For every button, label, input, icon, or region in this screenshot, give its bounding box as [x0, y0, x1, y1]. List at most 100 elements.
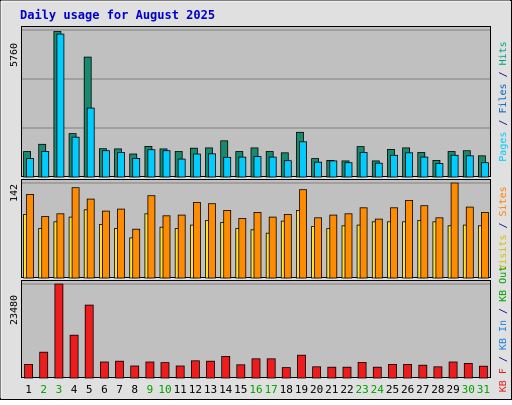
axis-label-part: KB In — [498, 320, 509, 350]
bar-files-day-10 — [162, 150, 171, 178]
bar-sites-day-23 — [359, 207, 368, 279]
bar-kb-f-day-18 — [281, 367, 291, 379]
chart-title: Daily usage for August 2025 — [20, 8, 215, 22]
bar-sites-day-25 — [390, 207, 398, 279]
day-label: 26 — [401, 383, 414, 396]
bar-kb-f-day-14 — [221, 355, 231, 379]
bar-files-day-9 — [147, 149, 156, 178]
axis-label-part: Visits — [498, 235, 509, 271]
bar-sites-day-12 — [192, 201, 201, 279]
bar-sites-day-16 — [253, 211, 262, 279]
axis-label-part: / — [498, 350, 509, 368]
bar-files-day-17 — [268, 156, 277, 178]
bar-files-day-18 — [283, 160, 292, 178]
bar-files-day-6 — [102, 150, 110, 178]
day-label: 14 — [219, 383, 233, 396]
day-label: 11 — [174, 383, 187, 396]
day-label: 30 — [462, 383, 475, 396]
bar-sites-day-26 — [405, 199, 414, 279]
bar-files-day-1 — [26, 158, 35, 178]
bar-kb-f-day-29 — [448, 361, 458, 379]
day-label: 5 — [86, 383, 93, 396]
bar-kb-f-day-4 — [69, 334, 79, 379]
day-label: 27 — [416, 383, 429, 396]
bar-kb-f-day-13 — [206, 360, 215, 379]
bar-files-day-5 — [86, 107, 95, 178]
bar-files-day-25 — [390, 154, 398, 178]
panel-top-max-label: 5760 — [9, 43, 20, 67]
bar-files-day-26 — [405, 152, 414, 178]
day-label: 29 — [446, 383, 459, 396]
bar-sites-day-10 — [162, 215, 171, 279]
bar-sites-day-13 — [208, 203, 216, 279]
bar-sites-day-22 — [344, 213, 353, 279]
day-label: 16 — [249, 383, 262, 396]
bar-files-day-27 — [420, 156, 429, 178]
bar-sites-day-18 — [283, 213, 292, 279]
bar-kb-f-day-17 — [266, 358, 276, 379]
bar-files-day-14 — [223, 156, 232, 178]
bar-files-day-19 — [299, 141, 307, 178]
bar-sites-day-15 — [238, 218, 247, 279]
bar-kb-f-day-22 — [342, 366, 352, 379]
bar-kb-f-day-16 — [251, 358, 261, 379]
bar-files-day-20 — [314, 161, 323, 178]
day-label: 21 — [325, 383, 338, 396]
bar-sites-day-24 — [374, 218, 383, 279]
day-label: 23 — [355, 383, 368, 396]
day-label: 19 — [295, 383, 308, 396]
bar-files-day-8 — [132, 157, 141, 178]
axis-label-part: / — [498, 65, 509, 83]
bar-sites-day-3 — [56, 213, 65, 279]
bar-kb-f-day-27 — [418, 364, 428, 379]
axis-label-part: / — [498, 302, 509, 320]
day-label: 4 — [71, 383, 78, 396]
bar-kb-f-day-19 — [297, 354, 306, 379]
bar-sites-day-19 — [299, 189, 307, 279]
bar-files-day-4 — [71, 136, 80, 178]
bar-sites-day-11 — [177, 214, 186, 279]
bar-sites-day-14 — [223, 209, 232, 279]
day-label: 1 — [25, 383, 32, 396]
day-label: 7 — [116, 383, 123, 396]
bar-kb-f-day-20 — [312, 366, 322, 379]
bar-kb-f-day-28 — [433, 366, 443, 379]
day-label: 9 — [147, 383, 154, 396]
day-label: 12 — [189, 383, 202, 396]
bar-files-day-24 — [374, 162, 383, 178]
bar-kb-f-day-6 — [100, 361, 109, 379]
day-label: 17 — [265, 383, 278, 396]
bar-kb-f-day-21 — [327, 366, 337, 379]
bar-sites-day-20 — [314, 217, 323, 279]
day-label: 28 — [431, 383, 444, 396]
bar-files-day-12 — [192, 153, 201, 178]
bar-kb-f-day-8 — [130, 365, 140, 379]
day-label: 18 — [280, 383, 293, 396]
bar-files-day-30 — [465, 155, 474, 178]
bar-files-day-16 — [253, 156, 262, 178]
bar-kb-f-day-10 — [160, 362, 170, 379]
bar-sites-day-9 — [147, 195, 156, 279]
bar-sites-day-6 — [102, 210, 110, 279]
bar-kb-f-day-31 — [478, 365, 488, 379]
bar-files-day-21 — [329, 160, 338, 178]
bar-kb-f-day-7 — [115, 360, 124, 379]
bar-sites-day-2 — [41, 216, 50, 279]
bar-kb-f-day-24 — [372, 366, 382, 379]
panel-middle-axis-label: Visits / Sites — [498, 186, 509, 270]
bar-kb-f-day-25 — [388, 363, 397, 379]
bar-kb-f-day-26 — [403, 363, 413, 379]
bar-sites-day-17 — [268, 216, 277, 279]
bar-sites-day-8 — [132, 228, 141, 279]
bar-kb-f-day-2 — [39, 351, 49, 379]
bar-sites-day-31 — [480, 211, 489, 279]
axis-label-part: Pages — [498, 132, 509, 162]
day-label: 15 — [234, 383, 247, 396]
axis-label-part: / — [498, 216, 509, 234]
day-label: 13 — [204, 383, 217, 396]
bar-sites-day-4 — [71, 187, 80, 279]
bar-sites-day-28 — [435, 217, 444, 279]
panel-top-axis-label: Pages / Files / Hits — [498, 41, 509, 161]
bar-sites-day-30 — [465, 206, 474, 279]
